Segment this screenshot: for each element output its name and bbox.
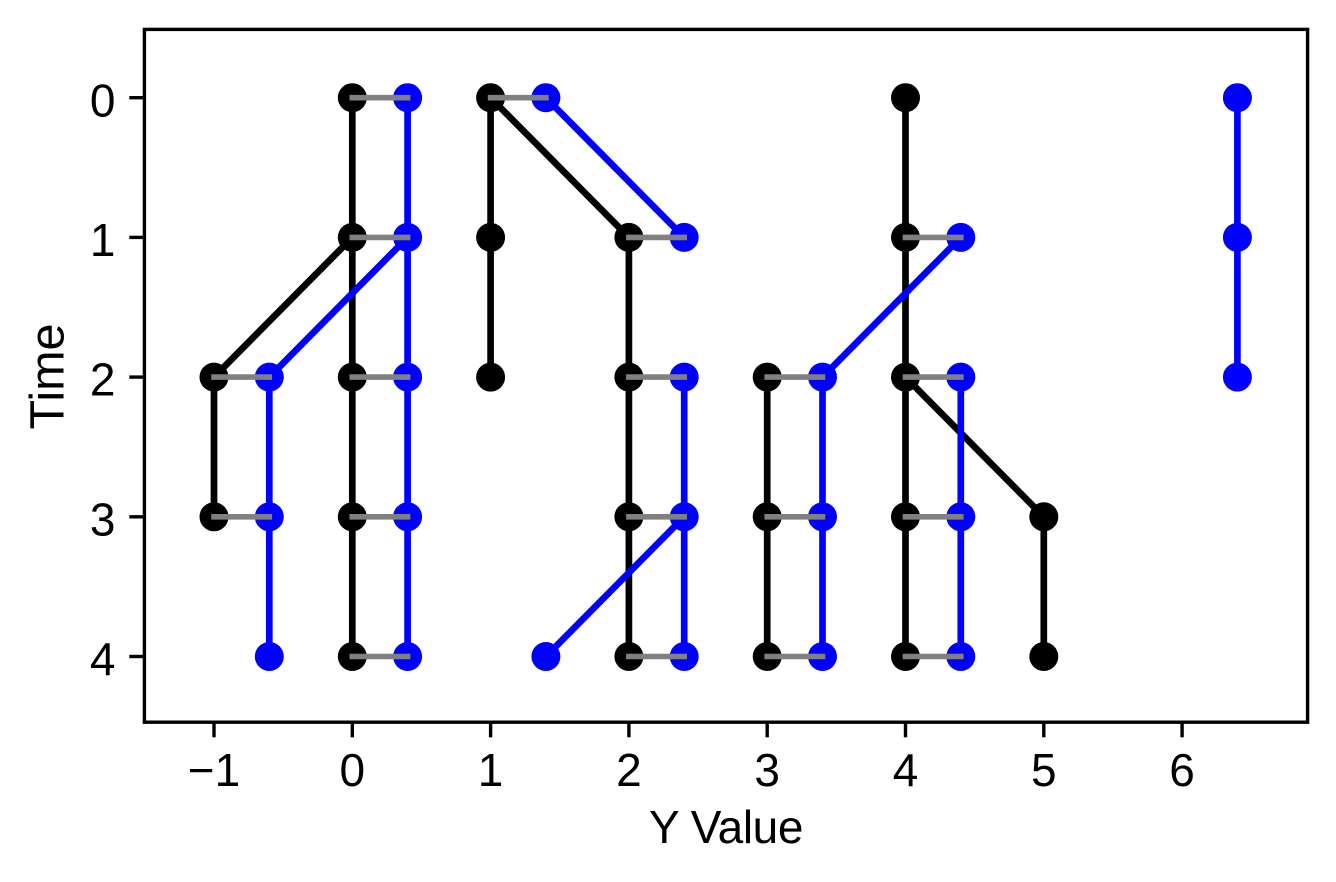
svg-text:3: 3 bbox=[754, 744, 780, 796]
svg-text:6: 6 bbox=[1169, 744, 1195, 796]
svg-text:0: 0 bbox=[90, 74, 116, 126]
svg-text:Y Value: Y Value bbox=[649, 801, 803, 853]
svg-text:−1: −1 bbox=[188, 744, 240, 796]
svg-text:4: 4 bbox=[90, 633, 116, 685]
svg-text:2: 2 bbox=[90, 354, 116, 406]
svg-text:4: 4 bbox=[893, 744, 919, 796]
svg-text:1: 1 bbox=[478, 744, 504, 796]
svg-text:5: 5 bbox=[1031, 744, 1057, 796]
svg-text:Time: Time bbox=[21, 324, 75, 430]
svg-text:2: 2 bbox=[616, 744, 642, 796]
svg-text:0: 0 bbox=[340, 744, 366, 796]
svg-text:1: 1 bbox=[90, 214, 116, 266]
svg-text:3: 3 bbox=[90, 493, 116, 545]
